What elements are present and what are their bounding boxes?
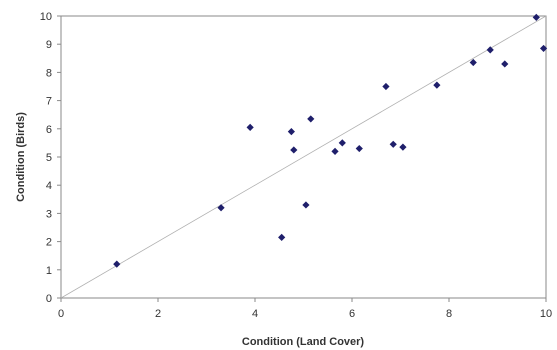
x-tick-label: 6 (349, 308, 355, 320)
reference-line (60, 15, 547, 299)
y-axis-ticks: 0 1 2 3 4 5 6 7 8 9 10 (40, 11, 61, 305)
data-points (113, 13, 548, 268)
data-point (469, 58, 477, 67)
data-point (486, 46, 494, 54)
y-axis-title: Condition (Birds) (15, 112, 27, 202)
y-tick-label: 6 (46, 124, 52, 136)
data-point (302, 201, 310, 209)
data-point (287, 128, 295, 136)
data-point (338, 139, 346, 147)
data-point (501, 60, 509, 68)
data-point (307, 115, 315, 123)
y-tick-label: 8 (46, 67, 52, 79)
y-tick-label: 2 (46, 237, 52, 249)
data-point (290, 146, 298, 154)
x-tick-label: 8 (446, 308, 452, 320)
data-point (355, 144, 363, 153)
y-tick-label: 9 (46, 39, 52, 51)
x-tick-label: 2 (155, 308, 161, 320)
data-point (246, 123, 254, 131)
x-axis-title: Condition (Land Cover) (242, 336, 365, 348)
x-axis-ticks: 0 2 4 6 8 10 (58, 298, 552, 320)
y-tick-label: 10 (40, 11, 52, 23)
data-point (539, 44, 548, 53)
data-point (433, 81, 441, 89)
x-tick-label: 4 (252, 308, 258, 320)
data-point (278, 233, 286, 241)
data-point (113, 260, 121, 268)
data-point (399, 143, 407, 151)
y-tick-label: 7 (46, 96, 52, 108)
y-tick-label: 1 (46, 265, 52, 277)
y-tick-label: 3 (46, 208, 52, 220)
data-point (382, 82, 390, 91)
y-tick-label: 5 (46, 152, 52, 164)
x-tick-label: 0 (58, 308, 64, 320)
data-point (217, 204, 225, 212)
data-point (389, 140, 397, 148)
x-tick-label: 10 (540, 308, 552, 320)
y-tick-label: 4 (46, 180, 52, 192)
y-tick-label: 0 (46, 293, 52, 305)
data-point (532, 13, 540, 22)
data-point (331, 147, 339, 155)
